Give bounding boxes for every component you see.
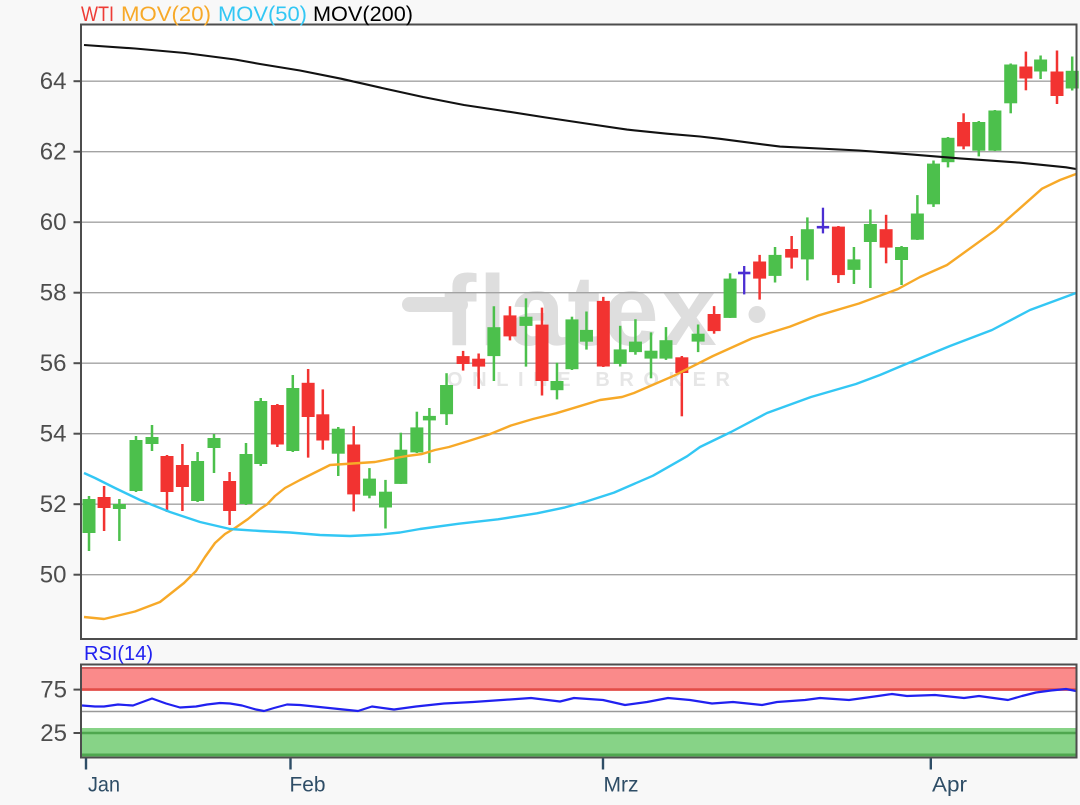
svg-text:MOV(20): MOV(20)	[121, 3, 211, 26]
svg-text:60: 60	[40, 209, 67, 236]
svg-text:25: 25	[40, 720, 67, 747]
svg-text:58: 58	[40, 280, 67, 307]
svg-text:MOV(50): MOV(50)	[218, 3, 307, 26]
svg-text:56: 56	[40, 350, 67, 377]
svg-text:flatex: flatex	[443, 255, 719, 367]
svg-text:50: 50	[40, 562, 67, 589]
svg-text:64: 64	[40, 68, 67, 95]
svg-text:52: 52	[40, 491, 67, 518]
svg-text:Apr: Apr	[932, 773, 967, 797]
svg-text:Mrz: Mrz	[604, 773, 639, 797]
svg-text:62: 62	[40, 139, 67, 166]
svg-text:MOV(200): MOV(200)	[313, 3, 413, 26]
svg-text:ONLINE BROKER: ONLINE BROKER	[447, 369, 741, 391]
svg-text:Feb: Feb	[290, 773, 326, 797]
svg-text:Jan: Jan	[88, 773, 120, 797]
svg-text:54: 54	[40, 421, 67, 448]
svg-text:WTI: WTI	[81, 3, 114, 26]
svg-text:RSI(14): RSI(14)	[84, 643, 153, 665]
svg-text:75: 75	[40, 677, 67, 704]
